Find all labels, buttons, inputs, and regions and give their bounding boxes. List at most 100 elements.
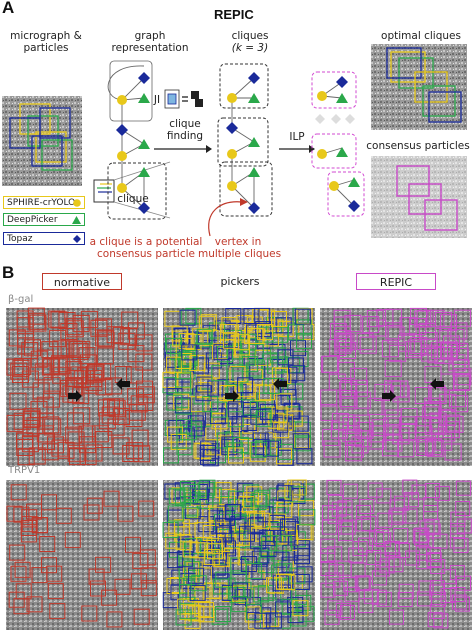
particle-box [259, 403, 276, 420]
particle-box [185, 334, 202, 351]
particle-box [261, 408, 278, 425]
particle-box [279, 526, 296, 543]
particle-box [193, 442, 210, 459]
particle-box [215, 606, 232, 622]
particle-box [259, 384, 275, 401]
particle-box [78, 347, 96, 365]
legend-deeppicker-label: DeepPicker [7, 215, 58, 225]
particle-box [429, 603, 445, 619]
particle-box [389, 609, 404, 625]
particle-box [412, 528, 428, 544]
feature-arrow-icon [273, 378, 287, 390]
micrograph-background [320, 308, 472, 466]
micrograph-grid [6, 307, 472, 630]
particle-box [17, 337, 35, 355]
circle-icon [73, 199, 81, 207]
particle-box [125, 410, 143, 427]
particle-box [47, 583, 64, 600]
particle-box [254, 307, 271, 324]
particle-box [67, 444, 85, 462]
particle-box [374, 552, 390, 568]
particle-box [127, 388, 145, 406]
panel-a-title: REPIC [214, 7, 254, 22]
particle-box [190, 396, 207, 413]
particle-box [280, 388, 297, 405]
particle-box [251, 550, 268, 567]
particle-box [418, 580, 434, 596]
particle-box [426, 553, 442, 568]
particle-box [245, 563, 262, 580]
particle-box [321, 519, 337, 535]
particle-box [288, 357, 304, 374]
particle-box [65, 318, 83, 336]
particle-box [229, 517, 246, 534]
particle-box [21, 435, 39, 453]
particle-box [229, 499, 246, 516]
feature-arrow-icon [68, 390, 82, 402]
particle-box [55, 507, 72, 524]
particle-box [449, 565, 465, 581]
note-clique-1: a clique is a potential [89, 236, 203, 248]
particle-box [320, 561, 336, 576]
particle-box [239, 349, 256, 366]
particle-box [328, 564, 344, 580]
particle-box [290, 610, 307, 627]
particle-box [251, 491, 268, 508]
particle-box [416, 439, 434, 456]
panel-b-letter: B [2, 263, 15, 282]
particle-box [266, 337, 283, 354]
particle-box [174, 489, 191, 506]
particle-box [227, 401, 244, 418]
particle-box [95, 329, 113, 347]
particle-box [405, 341, 423, 359]
particle-box [333, 580, 348, 596]
particle-box [399, 416, 417, 434]
particle-box [275, 563, 292, 580]
particle-box [83, 504, 100, 521]
particle-box [371, 570, 387, 586]
particle-box [31, 517, 48, 533]
particle-box [423, 505, 439, 520]
particle-box [340, 379, 358, 397]
particle-box [243, 492, 260, 509]
particle-box [107, 418, 125, 436]
particle-box [69, 341, 87, 358]
particle-box [202, 396, 219, 413]
particle-box [294, 432, 311, 449]
particle-box [356, 504, 371, 520]
particle-box [440, 569, 456, 585]
particle-box [376, 532, 392, 548]
particle-box [287, 596, 304, 613]
particle-box [327, 600, 343, 616]
particle-box [212, 562, 229, 579]
particle-box [320, 403, 338, 421]
particle-box [166, 578, 183, 594]
particle-box [114, 578, 131, 595]
particle-box [392, 427, 410, 445]
particle-box [325, 572, 341, 588]
ilp-arrow [279, 145, 315, 153]
particle-box [379, 558, 395, 574]
optimal-cliques-graph [311, 71, 365, 217]
particle-box [175, 609, 192, 626]
particle-box [427, 346, 445, 364]
particle-box [346, 440, 364, 458]
particle-box [44, 418, 62, 436]
particle-box [443, 414, 461, 432]
particle-box [356, 421, 374, 439]
particle-box [455, 480, 471, 496]
particle-box [376, 309, 394, 327]
particle-box [279, 574, 296, 591]
particle-box [197, 375, 214, 392]
particle-box [414, 387, 432, 404]
particle-box [189, 542, 206, 559]
particle-box [427, 612, 443, 628]
particle-box [189, 420, 206, 437]
particle-box [265, 612, 282, 629]
particle-box [101, 589, 118, 606]
particle-box [449, 533, 465, 549]
particle-box [337, 506, 353, 522]
particle-box [49, 603, 66, 620]
particle-box [189, 585, 206, 602]
particle-box [130, 573, 147, 590]
